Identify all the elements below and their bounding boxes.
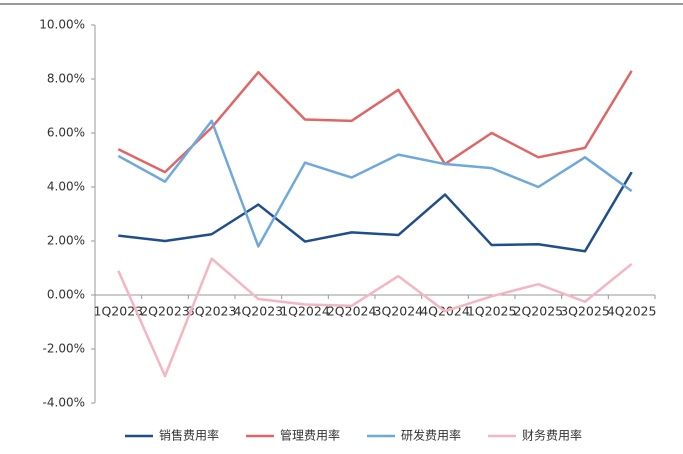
y-tick-label: 10.00% (39, 18, 85, 32)
x-tick-label: 1Q2024 (280, 304, 330, 319)
x-tick-label: 2Q2025 (514, 304, 564, 319)
y-tick-label: 6.00% (47, 126, 85, 140)
x-tick-label: 2Q2024 (327, 304, 377, 319)
y-tick-label: -2.00% (43, 342, 85, 356)
y-tick-label: -4.00% (43, 396, 85, 410)
y-tick-label: 8.00% (47, 72, 85, 86)
y-tick-label: 4.00% (47, 180, 85, 194)
series-line (117, 257, 633, 378)
legend-label: 财务费用率 (522, 428, 582, 443)
x-tick-label: 1Q2025 (467, 304, 517, 319)
x-tick-label: 4Q2025 (607, 304, 657, 319)
x-tick-label: 3Q2024 (374, 304, 424, 319)
x-tick-label: 4Q2023 (234, 304, 284, 319)
legend-label: 销售费用率 (159, 428, 219, 443)
legend-label: 管理费用率 (280, 428, 340, 443)
x-tick-label: 3Q2023 (187, 304, 237, 319)
series-line (117, 70, 633, 174)
x-tick-label: 2Q2023 (140, 304, 190, 319)
series-line (117, 119, 633, 248)
series-line (118, 171, 633, 253)
y-tick-label: 0.00% (47, 288, 85, 302)
x-tick-label: 3Q2025 (560, 304, 610, 319)
legend-label: 研发费用率 (401, 428, 461, 443)
y-tick-label: 2.00% (47, 234, 85, 248)
x-tick-label: 1Q2023 (94, 304, 144, 319)
